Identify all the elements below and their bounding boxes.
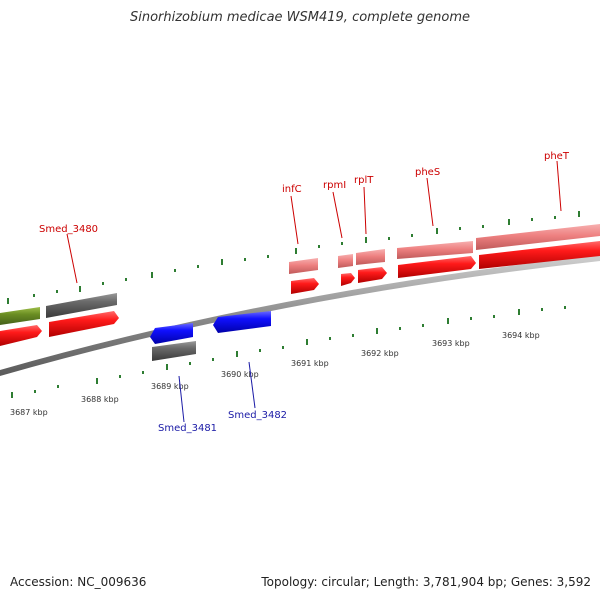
genome-backbone (0, 255, 600, 376)
gene-label-rplT: rplT (354, 175, 374, 186)
scale-labels: 3687 kbp 3688 kbp 3689 kbp 3690 kbp 3691… (10, 331, 540, 417)
cds-row-forward (0, 241, 600, 346)
gene-label-pheT: pheT (544, 151, 570, 162)
cds-pheS (398, 256, 476, 278)
gene-pheT (476, 224, 600, 250)
accession-label: Accession: NC_009636 (10, 575, 147, 589)
cds-smed-3480 (49, 311, 119, 337)
gene-label-rpmI: rpmI (323, 180, 346, 191)
outer-tick-row (7, 211, 580, 304)
gene-rplT (356, 249, 385, 265)
cds-infC (291, 278, 319, 294)
gene-infC (289, 258, 318, 274)
label-leaders (66, 160, 562, 423)
scale-label-3687: 3687 kbp (10, 408, 48, 417)
gene-label-smed-3480: Smed_3480 (39, 224, 98, 235)
cds-smed-3481 (150, 323, 193, 344)
cds-rpmI (341, 273, 355, 286)
gene-pheS (397, 241, 473, 259)
scale-label-3691: 3691 kbp (291, 359, 329, 368)
cds-rplT (358, 267, 387, 283)
scale-label-3694: 3694 kbp (502, 331, 540, 340)
scale-label-3689: 3689 kbp (151, 382, 189, 391)
gene-label-group: Smed_3480 infC rpmI rplT pheS pheT Smed_… (39, 151, 570, 434)
gene-label-smed-3482: Smed_3482 (228, 410, 287, 421)
gene-green (0, 307, 40, 325)
gene-label-infC: infC (282, 184, 302, 195)
inner-tick-row (11, 306, 566, 398)
cds-left (0, 325, 42, 346)
gene-rpmI (338, 254, 353, 268)
gene-smed-3480 (46, 293, 117, 318)
gene-row-outer (0, 224, 600, 325)
map-title: Sinorhizobium medicae WSM419, complete g… (129, 10, 471, 25)
scale-label-3692: 3692 kbp (361, 349, 399, 358)
gene-label-pheS: pheS (415, 167, 440, 178)
gene-label-smed-3481: Smed_3481 (158, 423, 217, 434)
genome-summary: Topology: circular; Length: 3,781,904 bp… (261, 575, 591, 589)
cds-row-reverse (150, 311, 271, 361)
scale-label-3690: 3690 kbp (221, 370, 259, 379)
scale-label-3688: 3688 kbp (81, 395, 119, 404)
gene-smed-3481 (152, 341, 196, 361)
scale-label-3693: 3693 kbp (432, 339, 470, 348)
cds-pheT (479, 241, 600, 269)
cds-smed-3482 (213, 311, 271, 333)
